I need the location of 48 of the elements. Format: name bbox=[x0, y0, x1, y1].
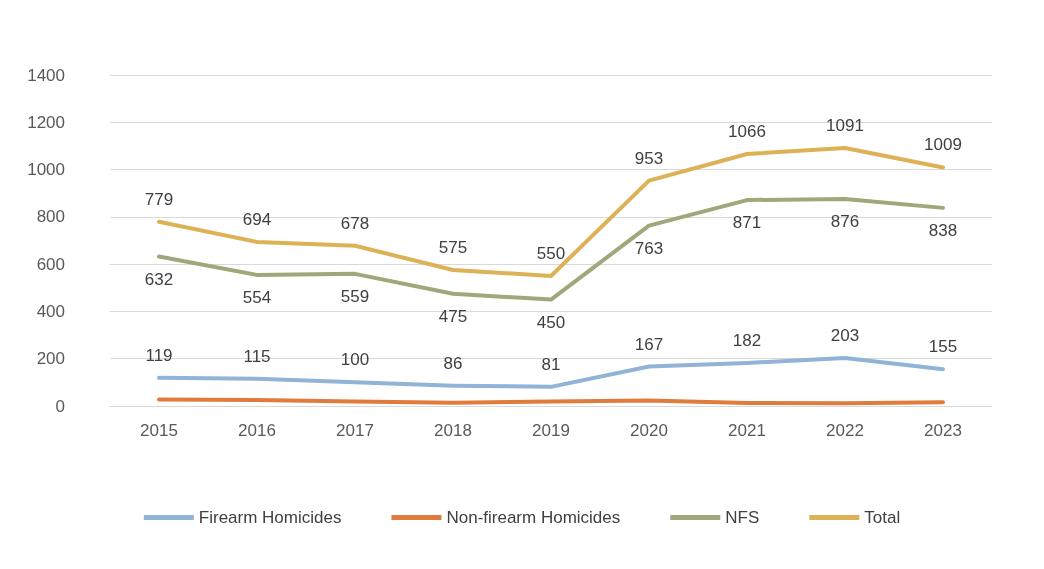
data-label: 167 bbox=[634, 334, 664, 354]
x-tick-label: 2020 bbox=[630, 421, 668, 440]
x-tick-label: 2018 bbox=[434, 421, 472, 440]
x-tick-label: 2019 bbox=[532, 421, 570, 440]
data-label: 632 bbox=[144, 269, 174, 289]
y-tick-label: 800 bbox=[36, 207, 65, 227]
data-label: 475 bbox=[438, 306, 468, 326]
data-label: 694 bbox=[242, 209, 272, 229]
y-tick-label: 1000 bbox=[27, 160, 65, 180]
y-tick-label: 0 bbox=[55, 396, 65, 416]
x-tick-label: 2023 bbox=[924, 421, 962, 440]
y-tick-label: 200 bbox=[36, 349, 65, 369]
data-label: 1009 bbox=[924, 135, 962, 155]
legend-label: Total bbox=[864, 508, 901, 527]
data-label: 115 bbox=[243, 346, 271, 366]
data-label: 119 bbox=[145, 345, 173, 365]
x-tick-label: 2017 bbox=[336, 421, 374, 440]
x-tick-label: 2015 bbox=[140, 421, 178, 440]
data-label: 871 bbox=[732, 213, 762, 233]
data-label: 86 bbox=[443, 353, 463, 373]
data-label: 678 bbox=[340, 213, 370, 233]
legend-label: Non-firearm Homicides bbox=[446, 508, 621, 527]
data-label: 203 bbox=[830, 326, 860, 346]
data-label: 554 bbox=[242, 288, 272, 308]
data-label: 876 bbox=[830, 211, 860, 231]
legend-label: Firearm Homicides bbox=[198, 508, 342, 527]
data-label: 779 bbox=[144, 189, 174, 209]
data-label: 155 bbox=[928, 337, 958, 357]
x-tick-label: 2022 bbox=[826, 421, 864, 440]
data-label: 838 bbox=[928, 220, 958, 240]
data-label: 1066 bbox=[728, 121, 766, 141]
data-label: 182 bbox=[732, 330, 762, 350]
data-label: 763 bbox=[634, 238, 664, 258]
data-label: 550 bbox=[536, 243, 566, 263]
data-label: 559 bbox=[340, 286, 370, 306]
data-label: 81 bbox=[541, 354, 561, 374]
y-tick-label: 600 bbox=[36, 254, 65, 274]
data-label: 450 bbox=[536, 312, 566, 332]
data-label: 100 bbox=[340, 350, 370, 370]
y-tick-label: 400 bbox=[36, 301, 65, 321]
data-label: 953 bbox=[634, 148, 664, 168]
data-label: 1091 bbox=[826, 116, 864, 136]
data-label: 575 bbox=[438, 238, 468, 258]
legend-label: NFS bbox=[725, 508, 760, 527]
y-tick-label: 1400 bbox=[27, 65, 65, 85]
x-tick-label: 2016 bbox=[238, 421, 276, 440]
y-tick-label: 1200 bbox=[27, 112, 65, 132]
x-tick-label: 2021 bbox=[728, 421, 766, 440]
